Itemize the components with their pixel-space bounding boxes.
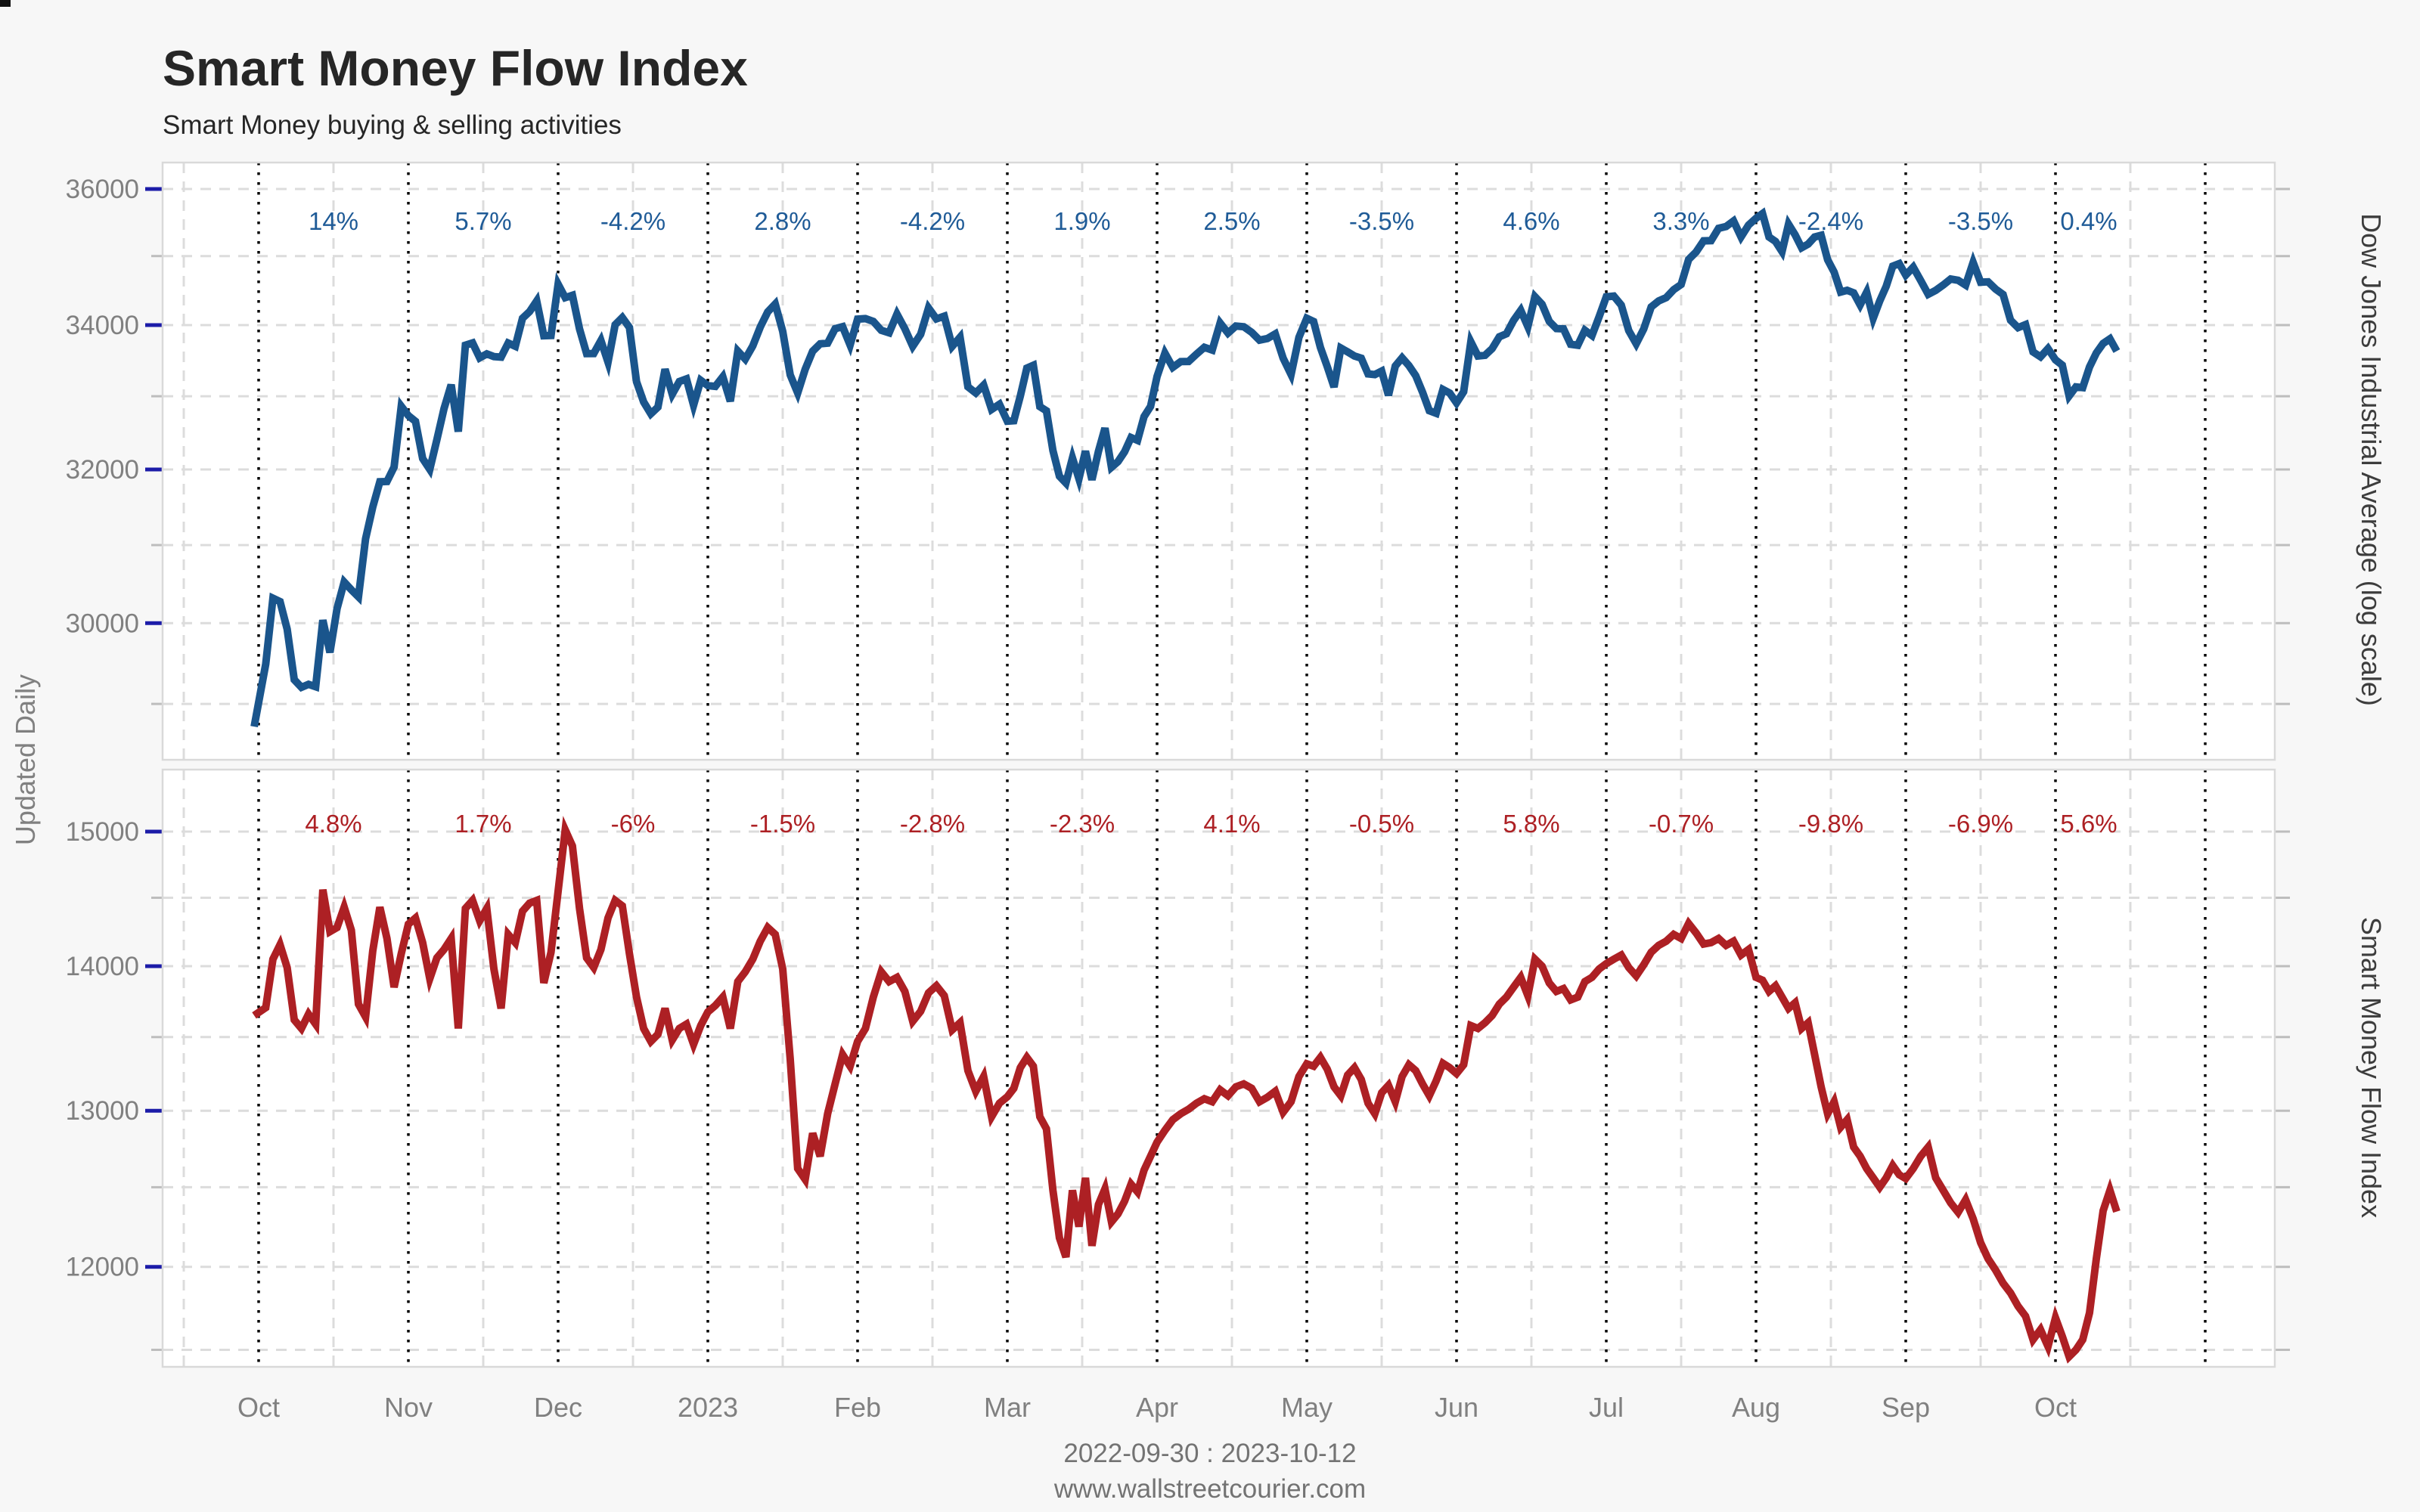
dow-y-tick-label: 36000 (66, 175, 139, 204)
smfi-axis-label: Smart Money Flow Index (2356, 916, 2387, 1219)
x-axis-month-label: Nov (384, 1392, 433, 1423)
x-axis-month-label: Oct (237, 1392, 280, 1423)
smfi-monthly-change-label: -2.3% (1050, 810, 1115, 838)
smfi-monthly-change-label: -2.8% (900, 810, 965, 838)
smfi-monthly-change-label: 5.8% (1503, 810, 1559, 838)
dow-series-line (250, 207, 2121, 728)
x-axis-month-label: May (1281, 1392, 1333, 1423)
x-axis-month-label: Jun (1435, 1392, 1478, 1423)
x-axis-month-label: Jul (1589, 1392, 1624, 1423)
smfi-monthly-change-label: 4.8% (305, 810, 361, 838)
smfi-monthly-change-label: 4.1% (1203, 810, 1260, 838)
dow-monthly-change-label: -3.5% (1349, 207, 1414, 235)
x-axis-month-label: Apr (1136, 1392, 1178, 1423)
smfi-monthly-change-label: -9.8% (1798, 810, 1863, 838)
smfi-y-tick-label: 13000 (66, 1096, 139, 1126)
x-axis-month-label: Dec (534, 1392, 582, 1423)
date-range: 2022-09-30 : 2023-10-12 (1063, 1439, 1357, 1468)
smfi-monthly-change-label: 5.6% (2060, 810, 2117, 838)
x-axis-month-label: Oct (2034, 1392, 2077, 1423)
x-axis-month-label: 2023 (678, 1392, 738, 1423)
dow-monthly-change-label: 4.6% (1503, 207, 1559, 235)
dow-monthly-change-label: -3.5% (1948, 207, 2013, 235)
smfi-y-tick-label: 14000 (66, 952, 139, 981)
dow-monthly-change-label: 5.7% (455, 207, 511, 235)
left-axis-label: Updated Daily (10, 674, 41, 846)
dow-monthly-change-label: 2.5% (1203, 207, 1260, 235)
smfi-panel-background (163, 770, 2275, 1367)
x-axis-month-label: Mar (984, 1392, 1031, 1423)
smfi-monthly-change-label: -1.5% (750, 810, 815, 838)
x-axis-month-label: Aug (1732, 1392, 1780, 1423)
smfi-y-tick-label: 12000 (66, 1253, 139, 1282)
smfi-monthly-change-label: -0.7% (1649, 810, 1714, 838)
smfi-series-line (252, 816, 2121, 1364)
dow-y-tick-label: 32000 (66, 455, 139, 485)
dow-monthly-change-label: -2.4% (1798, 207, 1863, 235)
smfi-panel-border (161, 768, 2276, 1368)
smfi-monthly-change-label: -6% (611, 810, 656, 838)
smfi-monthly-change-label: -0.5% (1349, 810, 1414, 838)
corner-mark (0, 0, 11, 7)
dow-monthly-change-label: -4.2% (900, 207, 965, 235)
smfi-monthly-change-label: 1.7% (455, 810, 511, 838)
dow-y-tick-label: 30000 (66, 609, 139, 638)
page-title: Smart Money Flow Index (163, 40, 748, 96)
dow-axis-label: Dow Jones Industrial Average (log scale) (2356, 213, 2387, 706)
dow-monthly-change-label: 2.8% (754, 207, 811, 235)
dow-panel-background (163, 163, 2275, 760)
dow-monthly-change-label: 14% (309, 207, 358, 235)
dow-monthly-change-label: -4.2% (600, 207, 666, 235)
dow-y-tick-label: 34000 (66, 311, 139, 340)
page-subtitle: Smart Money buying & selling activities (163, 110, 622, 140)
smfi-monthly-change-label: -6.9% (1948, 810, 2013, 838)
smfi-y-tick-label: 15000 (66, 817, 139, 847)
dow-monthly-change-label: 1.9% (1053, 207, 1110, 235)
dow-monthly-change-label: 3.3% (1652, 207, 1709, 235)
website-url: www.wallstreetcourier.com (1053, 1474, 1367, 1504)
dow-monthly-change-label: 0.4% (2060, 207, 2117, 235)
x-axis-month-label: Sep (1882, 1392, 1930, 1423)
x-axis-month-label: Feb (834, 1392, 881, 1423)
dow-panel-border (161, 161, 2276, 761)
